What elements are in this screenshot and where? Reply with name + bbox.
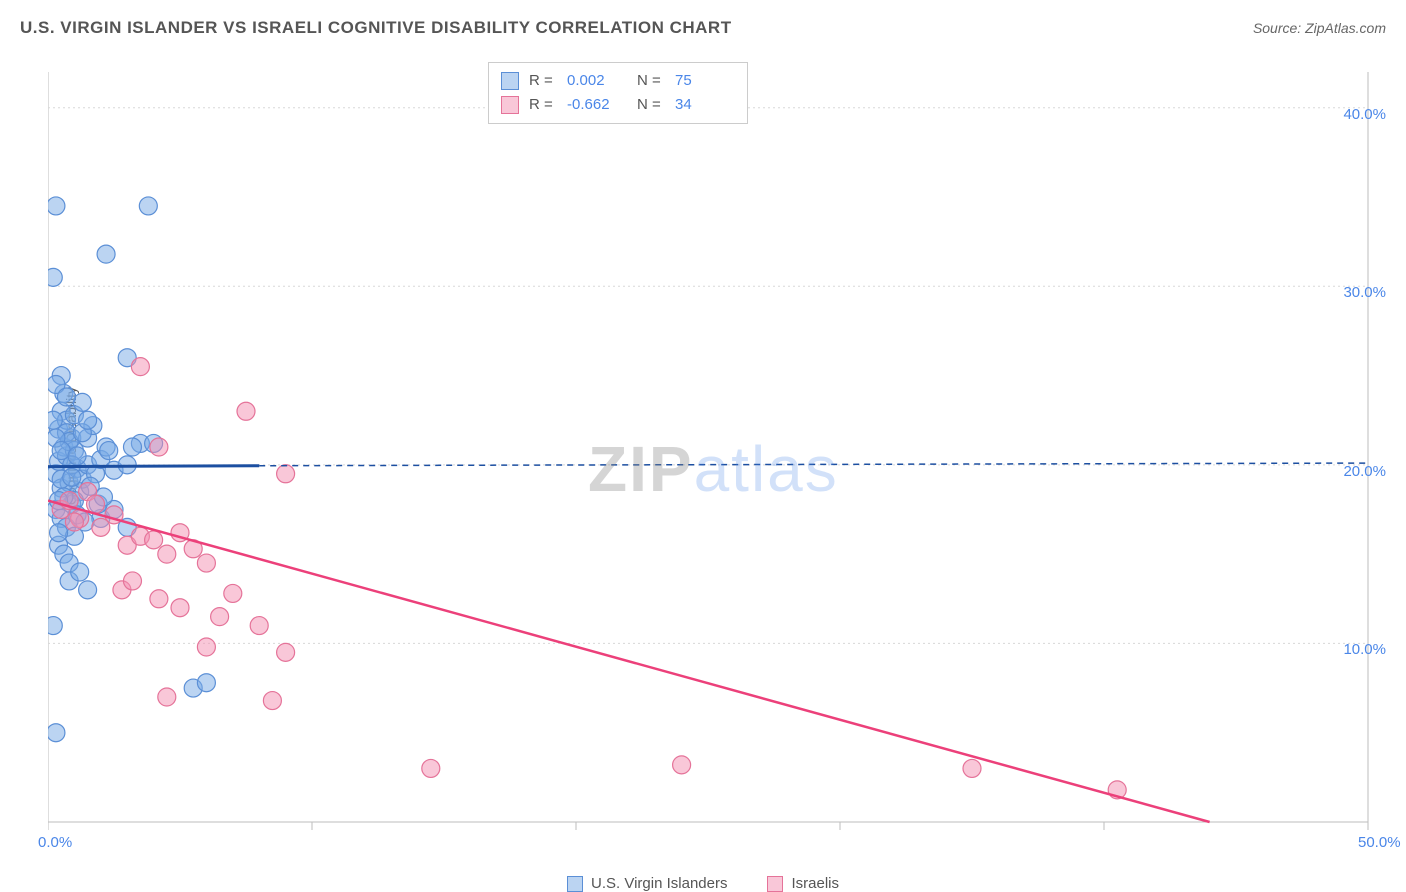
n-label: N = xyxy=(637,93,665,117)
swatch-icon xyxy=(501,96,519,114)
n-value: 75 xyxy=(675,69,735,93)
r-label: R = xyxy=(529,93,557,117)
legend-item: Israelis xyxy=(767,875,839,892)
r-label: R = xyxy=(529,69,557,93)
legend-label: U.S. Virgin Islanders xyxy=(591,875,727,892)
stats-row: R = -0.662 N = 34 xyxy=(501,93,735,117)
y-tick-label: 10.0% xyxy=(1308,641,1386,658)
stats-row: R = 0.002 N = 75 xyxy=(501,69,735,93)
swatch-icon xyxy=(567,876,583,892)
y-tick-label: 40.0% xyxy=(1308,106,1386,123)
swatch-icon xyxy=(501,72,519,90)
n-value: 34 xyxy=(675,93,735,117)
chart-title: U.S. VIRGIN ISLANDER VS ISRAELI COGNITIV… xyxy=(20,18,732,38)
swatch-icon xyxy=(767,876,783,892)
y-tick-label: 20.0% xyxy=(1308,463,1386,480)
n-label: N = xyxy=(637,69,665,93)
stats-legend-box: R = 0.002 N = 75 R = -0.662 N = 34 xyxy=(488,62,748,124)
legend-item: U.S. Virgin Islanders xyxy=(567,875,727,892)
r-value: 0.002 xyxy=(567,69,627,93)
plot-svg xyxy=(48,52,1388,852)
scatter-chart: R =0.002N =75R =-0.662N =34 ZIPatlas 10.… xyxy=(48,52,1388,852)
source-label: Source: ZipAtlas.com xyxy=(1253,20,1386,36)
x-tick-label: 50.0% xyxy=(1358,834,1401,851)
x-tick-label: 0.0% xyxy=(38,834,72,851)
r-value: -0.662 xyxy=(567,93,627,117)
legend-label: Israelis xyxy=(791,875,839,892)
legend-bottom: U.S. Virgin Islanders Israelis xyxy=(0,875,1406,892)
y-tick-label: 30.0% xyxy=(1308,284,1386,301)
